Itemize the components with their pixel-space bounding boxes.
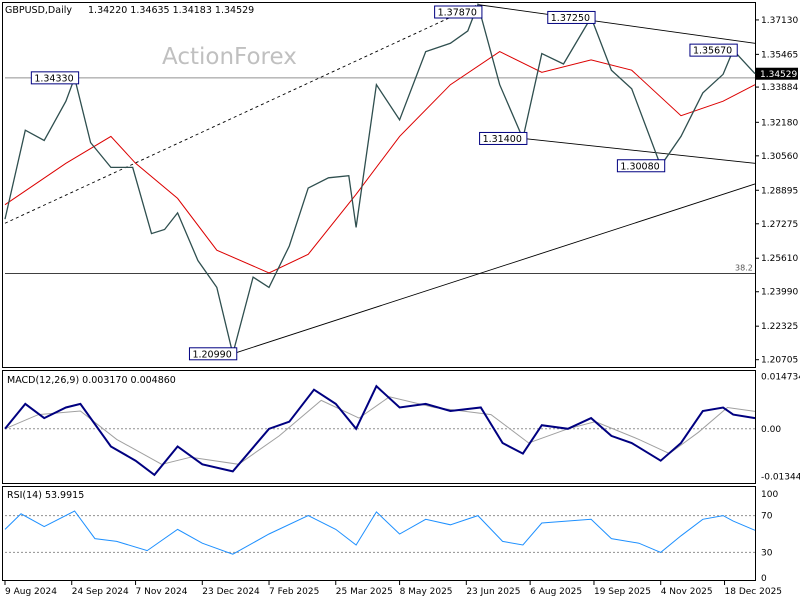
price-annotation: 1.20990 [192, 349, 231, 360]
x-axis-label: 19 Sep 2025 [594, 587, 651, 597]
price-axis-label: 1.30560 [761, 152, 798, 162]
rsi-axis-label: 0 [761, 574, 767, 584]
macd-title: MACD(12,26,9) 0.003170 0.004860 [7, 375, 176, 386]
price-axis-label: 1.33884 [761, 83, 798, 93]
current-price-tag [756, 67, 798, 80]
price-axis-label: 1.27275 [761, 220, 798, 230]
price-annotation-box [479, 131, 528, 145]
price-axis-label: 1.32180 [761, 118, 798, 128]
price-annotation: 1.37250 [551, 13, 590, 24]
price-annotation: 1.35670 [693, 46, 732, 57]
rsi-panel [2, 486, 756, 581]
rsi-axis-label: 100 [761, 490, 778, 500]
price-annotation-box [188, 347, 238, 361]
x-axis-label: 23 Jun 2025 [466, 587, 520, 597]
price-axis-label: 1.25610 [761, 254, 798, 264]
trendline [477, 4, 756, 44]
price-annotation: 1.37870 [438, 8, 477, 19]
price-axis-label: 1.35465 [761, 50, 798, 60]
rsi-line [4, 510, 756, 555]
symbol-title: GBPUSD,Daily [5, 5, 72, 16]
rsi-title: RSI(14) 53.9915 [7, 490, 84, 501]
price-annotation: 1.30080 [620, 161, 659, 172]
trendline [232, 183, 756, 355]
x-axis-label: 4 Nov 2025 [661, 587, 713, 597]
price-annotation: 1.31400 [483, 134, 522, 145]
x-axis-label: 24 Sep 2024 [72, 587, 129, 597]
x-axis-label: 9 Aug 2024 [5, 587, 57, 597]
rsi-axis-label: 70 [761, 512, 773, 522]
price-annotation-box [616, 159, 666, 173]
price-axis-label: 1.22325 [761, 322, 798, 332]
ohlc-readout: 1.34220 1.34635 1.34183 1.34529 [88, 5, 254, 16]
price-annotation: 1.34330 [34, 73, 73, 84]
x-axis-label: 18 Dec 2025 [725, 587, 783, 597]
fib-label: 38.2 [735, 264, 753, 273]
rsi-axis-label: 30 [761, 548, 773, 558]
trendline [4, 4, 479, 224]
macd-line [4, 384, 756, 477]
price-annotation-box [689, 43, 738, 57]
price-annotation-box [434, 5, 483, 19]
price-annotation-box [30, 71, 80, 85]
x-axis-label: 23 Dec 2024 [202, 587, 260, 597]
x-axis-label: 25 Mar 2025 [336, 587, 393, 597]
macd-axis-label: 0.014734 [761, 372, 800, 382]
price-axis-label: 1.28895 [761, 186, 798, 196]
price-annotation-box [547, 10, 596, 24]
x-axis-label: 8 May 2025 [400, 587, 453, 597]
price-panel [2, 2, 756, 368]
x-axis-label: 6 Aug 2025 [530, 587, 582, 597]
x-axis-label: 7 Feb 2025 [269, 587, 319, 597]
macd-axis-label: 0.00 [761, 425, 781, 435]
price-axis-label: 1.20705 [761, 356, 798, 366]
price-axis-label: 1.23990 [761, 288, 798, 298]
trendline [522, 138, 756, 164]
price-axis-label: 1.37130 [761, 16, 798, 26]
price-line [4, 2, 756, 354]
watermark: ActionForex [162, 44, 297, 70]
x-axis-label: 7 Nov 2024 [136, 587, 188, 597]
moving-average-line [4, 51, 756, 274]
macd-axis-label: -0.013442 [761, 472, 800, 482]
current-price-label: 1.34529 [760, 70, 797, 80]
